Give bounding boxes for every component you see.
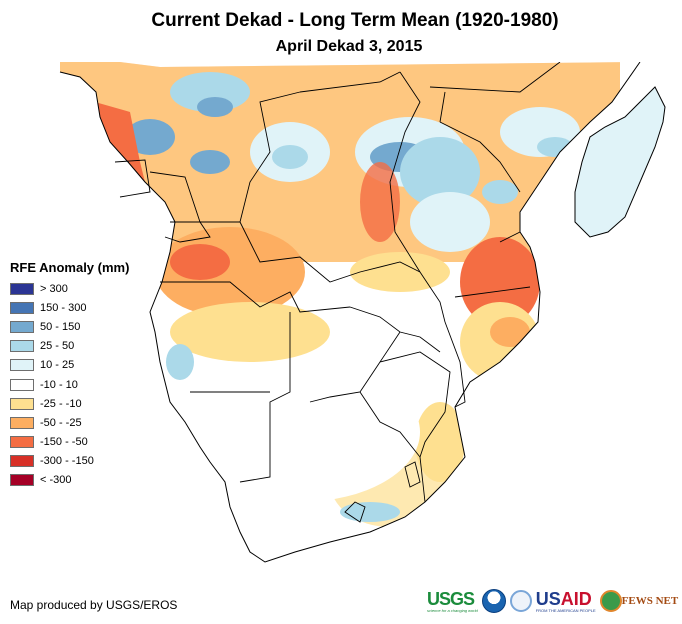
legend-swatch bbox=[10, 397, 34, 410]
legend-swatch bbox=[10, 416, 34, 429]
usaid-seal-icon bbox=[509, 590, 532, 612]
legend-item: -50 - -25 bbox=[10, 413, 129, 432]
legend-label: -150 - -50 bbox=[40, 436, 88, 449]
legend-label: 25 - 50 bbox=[40, 340, 75, 353]
legend-swatch bbox=[10, 359, 34, 372]
legend-label: 150 - 300 bbox=[40, 301, 87, 314]
legend-item: 150 - 300 bbox=[10, 298, 129, 317]
anomaly-map bbox=[59, 62, 666, 563]
legend-swatch bbox=[10, 301, 34, 314]
madagascar bbox=[574, 86, 666, 238]
legend: RFE Anomaly (mm) > 300 150 - 300 50 - 150 2… bbox=[10, 260, 129, 490]
map-title: Current Dekad - Long Term Mean (1920-198… bbox=[151, 10, 559, 31]
legend-swatch bbox=[10, 455, 34, 468]
legend-item: 25 - 50 bbox=[10, 337, 129, 356]
credit-text: Map produced by USGS/EROS bbox=[10, 598, 178, 612]
legend-label: > 300 bbox=[40, 282, 68, 295]
legend-label: < -300 bbox=[40, 474, 72, 487]
legend-label: 50 - 150 bbox=[40, 320, 81, 333]
noaa-logo-icon bbox=[481, 589, 506, 613]
partner-logos: USGS science for a changing world USAID … bbox=[427, 584, 678, 618]
usaid-logo: USAID FROM THE AMERICAN PEOPLE bbox=[535, 588, 596, 613]
legend-item: 10 - 25 bbox=[10, 356, 129, 375]
legend-item: -150 - -50 bbox=[10, 433, 129, 452]
legend-item: -300 - -150 bbox=[10, 452, 129, 471]
globe-icon bbox=[599, 590, 622, 612]
legend-swatch bbox=[10, 436, 34, 449]
coastline bbox=[59, 62, 641, 563]
legend-label: -300 - -150 bbox=[40, 455, 94, 468]
legend-item: -10 - 10 bbox=[10, 375, 129, 394]
map-subtitle: April Dekad 3, 2015 bbox=[275, 38, 423, 55]
legend-item: -25 - -10 bbox=[10, 394, 129, 413]
legend-label: -50 - -25 bbox=[40, 416, 82, 429]
legend-title: RFE Anomaly (mm) bbox=[10, 260, 130, 275]
legend-item: > 300 bbox=[10, 279, 129, 298]
legend-item: < -300 bbox=[10, 471, 129, 490]
legend-label: -10 - 10 bbox=[40, 378, 78, 391]
legend-label: 10 - 25 bbox=[40, 359, 75, 372]
legend-swatch bbox=[10, 474, 34, 487]
legend-swatch bbox=[10, 378, 34, 391]
fews-net-logo: FEWS NET bbox=[599, 590, 678, 612]
legend-label: -25 - -10 bbox=[40, 397, 82, 410]
legend-swatch bbox=[10, 282, 34, 295]
usgs-logo: USGS science for a changing world bbox=[427, 588, 478, 613]
legend-item: 50 - 150 bbox=[10, 317, 129, 336]
legend-swatch bbox=[10, 320, 34, 333]
country-borders bbox=[114, 62, 561, 523]
legend-swatch bbox=[10, 340, 34, 353]
